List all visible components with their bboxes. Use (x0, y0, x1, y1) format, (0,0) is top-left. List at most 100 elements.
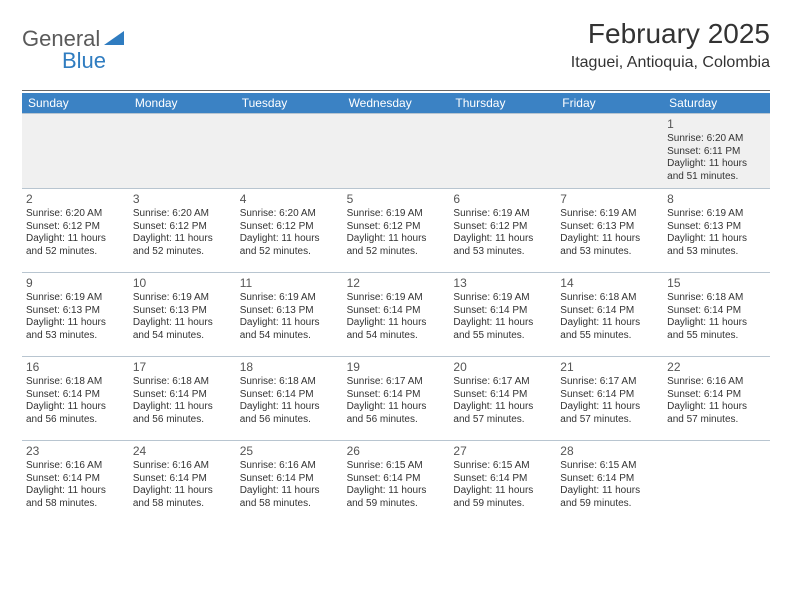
day-info-line: and 54 minutes. (133, 330, 232, 343)
day-number: 9 (26, 276, 125, 291)
day-info-line: and 57 minutes. (560, 414, 659, 427)
day-info-line: Daylight: 11 hours (560, 401, 659, 414)
day-info-line: Sunset: 6:14 PM (347, 305, 446, 318)
day-info-line: Daylight: 11 hours (347, 233, 446, 246)
calendar-cell: 11Sunrise: 6:19 AMSunset: 6:13 PMDayligh… (236, 272, 343, 356)
day-info-line: Sunrise: 6:20 AM (133, 208, 232, 221)
day-info-line: and 55 minutes. (453, 330, 552, 343)
logo-triangle-icon (104, 29, 124, 50)
day-number: 7 (560, 192, 659, 207)
day-info-line: Sunrise: 6:18 AM (560, 292, 659, 305)
day-info-line: Daylight: 11 hours (133, 401, 232, 414)
day-info-line: Sunrise: 6:19 AM (667, 208, 766, 221)
day-number: 12 (347, 276, 446, 291)
day-info-line: Sunset: 6:12 PM (240, 221, 339, 234)
calendar-cell: 27Sunrise: 6:15 AMSunset: 6:14 PMDayligh… (449, 440, 556, 524)
day-info-line: and 55 minutes. (667, 330, 766, 343)
day-number: 28 (560, 444, 659, 459)
day-info-line: Daylight: 11 hours (133, 485, 232, 498)
calendar-cell: 22Sunrise: 6:16 AMSunset: 6:14 PMDayligh… (663, 356, 770, 440)
day-info-line: and 52 minutes. (133, 246, 232, 259)
calendar-cell: 14Sunrise: 6:18 AMSunset: 6:14 PMDayligh… (556, 272, 663, 356)
day-info-line: Daylight: 11 hours (240, 401, 339, 414)
day-info-line: Sunset: 6:14 PM (347, 473, 446, 486)
calendar-cell: 6Sunrise: 6:19 AMSunset: 6:12 PMDaylight… (449, 188, 556, 272)
calendar-cell (343, 113, 450, 188)
day-info-line: Sunrise: 6:17 AM (347, 376, 446, 389)
day-header-wednesday: Wednesday (343, 93, 450, 113)
day-info-line: Daylight: 11 hours (347, 485, 446, 498)
calendar-cell (556, 113, 663, 188)
calendar-cell (129, 113, 236, 188)
day-info-line: Sunset: 6:11 PM (667, 146, 766, 159)
calendar-cell: 7Sunrise: 6:19 AMSunset: 6:13 PMDaylight… (556, 188, 663, 272)
day-info-line: Daylight: 11 hours (667, 158, 766, 171)
calendar-cell: 12Sunrise: 6:19 AMSunset: 6:14 PMDayligh… (343, 272, 450, 356)
day-info-line: and 51 minutes. (667, 171, 766, 184)
day-info-line: Sunrise: 6:18 AM (26, 376, 125, 389)
header-rule (22, 90, 770, 91)
day-info-line: Sunrise: 6:18 AM (667, 292, 766, 305)
logo-text-blue: Blue (62, 48, 106, 73)
calendar-cell (663, 440, 770, 524)
day-info-line: Sunset: 6:13 PM (26, 305, 125, 318)
day-header-friday: Friday (556, 93, 663, 113)
day-info-line: Sunset: 6:13 PM (667, 221, 766, 234)
calendar-cell: 18Sunrise: 6:18 AMSunset: 6:14 PMDayligh… (236, 356, 343, 440)
day-info-line: Sunrise: 6:16 AM (26, 460, 125, 473)
day-info-line: and 52 minutes. (347, 246, 446, 259)
day-info-line: and 59 minutes. (453, 498, 552, 511)
day-info-line: Sunrise: 6:15 AM (560, 460, 659, 473)
calendar-cell: 5Sunrise: 6:19 AMSunset: 6:12 PMDaylight… (343, 188, 450, 272)
day-info-line: Daylight: 11 hours (347, 401, 446, 414)
day-info-line: and 58 minutes. (26, 498, 125, 511)
day-info-line: and 56 minutes. (240, 414, 339, 427)
day-info-line: and 56 minutes. (26, 414, 125, 427)
day-header-saturday: Saturday (663, 93, 770, 113)
day-info-line: Sunrise: 6:17 AM (560, 376, 659, 389)
calendar-cell: 21Sunrise: 6:17 AMSunset: 6:14 PMDayligh… (556, 356, 663, 440)
calendar-cell: 4Sunrise: 6:20 AMSunset: 6:12 PMDaylight… (236, 188, 343, 272)
location-label: Itaguei, Antioquia, Colombia (571, 54, 770, 72)
day-info-line: Sunrise: 6:17 AM (453, 376, 552, 389)
day-info-line: Sunrise: 6:19 AM (133, 292, 232, 305)
day-info-line: and 52 minutes. (26, 246, 125, 259)
day-info-line: Sunrise: 6:20 AM (240, 208, 339, 221)
day-info-line: Sunset: 6:13 PM (560, 221, 659, 234)
day-info-line: and 57 minutes. (667, 414, 766, 427)
day-number: 11 (240, 276, 339, 291)
calendar-cell: 1Sunrise: 6:20 AMSunset: 6:11 PMDaylight… (663, 113, 770, 188)
day-info-line: Sunset: 6:14 PM (26, 473, 125, 486)
day-info-line: Daylight: 11 hours (26, 485, 125, 498)
day-info-line: Sunrise: 6:19 AM (453, 208, 552, 221)
calendar-cell: 3Sunrise: 6:20 AMSunset: 6:12 PMDaylight… (129, 188, 236, 272)
day-number: 22 (667, 360, 766, 375)
day-info-line: and 55 minutes. (560, 330, 659, 343)
calendar-cell: 17Sunrise: 6:18 AMSunset: 6:14 PMDayligh… (129, 356, 236, 440)
calendar-cell: 10Sunrise: 6:19 AMSunset: 6:13 PMDayligh… (129, 272, 236, 356)
day-info-line: Sunrise: 6:16 AM (240, 460, 339, 473)
day-info-line: Daylight: 11 hours (667, 401, 766, 414)
day-info-line: Sunrise: 6:19 AM (240, 292, 339, 305)
day-number: 15 (667, 276, 766, 291)
day-info-line: Daylight: 11 hours (240, 317, 339, 330)
day-info-line: Daylight: 11 hours (667, 317, 766, 330)
day-info-line: Sunset: 6:14 PM (347, 389, 446, 402)
day-info-line: Daylight: 11 hours (560, 485, 659, 498)
day-info-line: Daylight: 11 hours (453, 485, 552, 498)
calendar-cell (22, 113, 129, 188)
day-number: 19 (347, 360, 446, 375)
day-number: 26 (347, 444, 446, 459)
calendar-cell: 16Sunrise: 6:18 AMSunset: 6:14 PMDayligh… (22, 356, 129, 440)
calendar-cell (236, 113, 343, 188)
day-info-line: Sunset: 6:14 PM (26, 389, 125, 402)
calendar-cell: 9Sunrise: 6:19 AMSunset: 6:13 PMDaylight… (22, 272, 129, 356)
title-block: February 2025 Itaguei, Antioquia, Colomb… (571, 18, 770, 72)
day-info-line: and 58 minutes. (240, 498, 339, 511)
calendar-cell: 25Sunrise: 6:16 AMSunset: 6:14 PMDayligh… (236, 440, 343, 524)
day-info-line: Sunrise: 6:19 AM (26, 292, 125, 305)
day-info-line: Sunset: 6:12 PM (347, 221, 446, 234)
day-info-line: Sunrise: 6:16 AM (133, 460, 232, 473)
calendar-cell: 24Sunrise: 6:16 AMSunset: 6:14 PMDayligh… (129, 440, 236, 524)
day-number: 10 (133, 276, 232, 291)
